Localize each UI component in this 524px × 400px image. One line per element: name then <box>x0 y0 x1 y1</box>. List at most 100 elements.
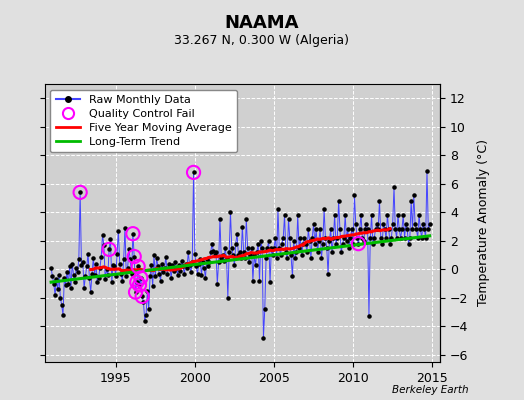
Point <box>326 226 335 233</box>
Point <box>146 273 154 280</box>
Point <box>375 198 384 204</box>
Point <box>209 248 217 254</box>
Point <box>125 246 133 252</box>
Point <box>206 249 215 256</box>
Point <box>140 318 149 324</box>
Point <box>416 226 424 233</box>
Point <box>344 226 352 233</box>
Point <box>106 236 115 242</box>
Point <box>262 255 270 261</box>
Point <box>85 275 94 281</box>
Point <box>234 252 243 258</box>
Point <box>104 272 112 278</box>
Point <box>419 220 427 227</box>
Point <box>323 245 331 251</box>
Point <box>340 235 348 241</box>
Point <box>135 282 144 288</box>
Point <box>175 262 183 268</box>
Point <box>50 280 58 287</box>
Point <box>194 260 203 267</box>
Point <box>282 249 290 256</box>
Point <box>342 238 351 244</box>
Point <box>325 238 334 244</box>
Point <box>382 235 390 241</box>
Point <box>188 259 196 266</box>
Point <box>407 198 416 204</box>
Point <box>76 189 84 196</box>
Point <box>97 253 105 260</box>
Point <box>361 226 369 233</box>
Point <box>303 249 311 256</box>
Point <box>383 212 391 218</box>
Point <box>155 270 163 277</box>
Point <box>285 216 293 223</box>
Point <box>130 253 138 260</box>
Point <box>362 220 370 227</box>
Point <box>170 268 178 274</box>
Point <box>359 238 368 244</box>
Point <box>200 265 209 271</box>
Point <box>355 226 364 233</box>
Point <box>212 249 220 256</box>
Point <box>233 230 241 237</box>
Point <box>287 252 296 258</box>
Point <box>145 306 153 312</box>
Point <box>385 226 393 233</box>
Point <box>331 212 339 218</box>
Point <box>413 235 422 241</box>
Point <box>64 280 72 287</box>
Point <box>222 255 231 261</box>
Point <box>193 270 202 277</box>
Point <box>227 245 236 251</box>
Point <box>211 252 219 258</box>
Point <box>59 312 67 318</box>
Point <box>241 255 249 261</box>
Point <box>357 212 365 218</box>
Point <box>332 240 340 247</box>
Point <box>410 192 418 198</box>
Point <box>137 275 145 281</box>
Point <box>124 265 132 271</box>
Point <box>237 255 245 261</box>
Point <box>336 226 344 233</box>
Point <box>339 240 347 247</box>
Point <box>337 249 345 256</box>
Point <box>191 250 199 257</box>
Point <box>292 249 301 256</box>
Point <box>425 220 434 227</box>
Point <box>134 263 143 270</box>
Point <box>112 273 120 280</box>
Point <box>379 220 388 227</box>
Point <box>247 245 256 251</box>
Point <box>304 226 312 233</box>
Point <box>135 282 144 288</box>
Point <box>172 265 181 271</box>
Point <box>225 249 233 256</box>
Point <box>176 268 184 274</box>
Point <box>96 265 104 271</box>
Point <box>373 220 381 227</box>
Point <box>68 260 77 267</box>
Point <box>79 259 87 266</box>
Point <box>133 279 141 285</box>
Point <box>184 249 192 256</box>
Point <box>168 262 177 268</box>
Point <box>307 255 315 261</box>
Point <box>318 255 326 261</box>
Point <box>283 255 291 261</box>
Point <box>66 263 74 270</box>
Point <box>183 265 191 271</box>
Point <box>109 262 117 268</box>
Point <box>189 169 198 176</box>
Y-axis label: Temperature Anomaly (°C): Temperature Anomaly (°C) <box>477 140 489 306</box>
Point <box>93 279 102 285</box>
Point <box>341 212 350 218</box>
Point <box>92 260 100 267</box>
Point <box>299 240 307 247</box>
Point <box>395 226 403 233</box>
Point <box>268 252 277 258</box>
Text: 33.267 N, 0.300 W (Algeria): 33.267 N, 0.300 W (Algeria) <box>174 34 350 47</box>
Point <box>286 235 294 241</box>
Point <box>265 238 273 244</box>
Point <box>178 258 186 264</box>
